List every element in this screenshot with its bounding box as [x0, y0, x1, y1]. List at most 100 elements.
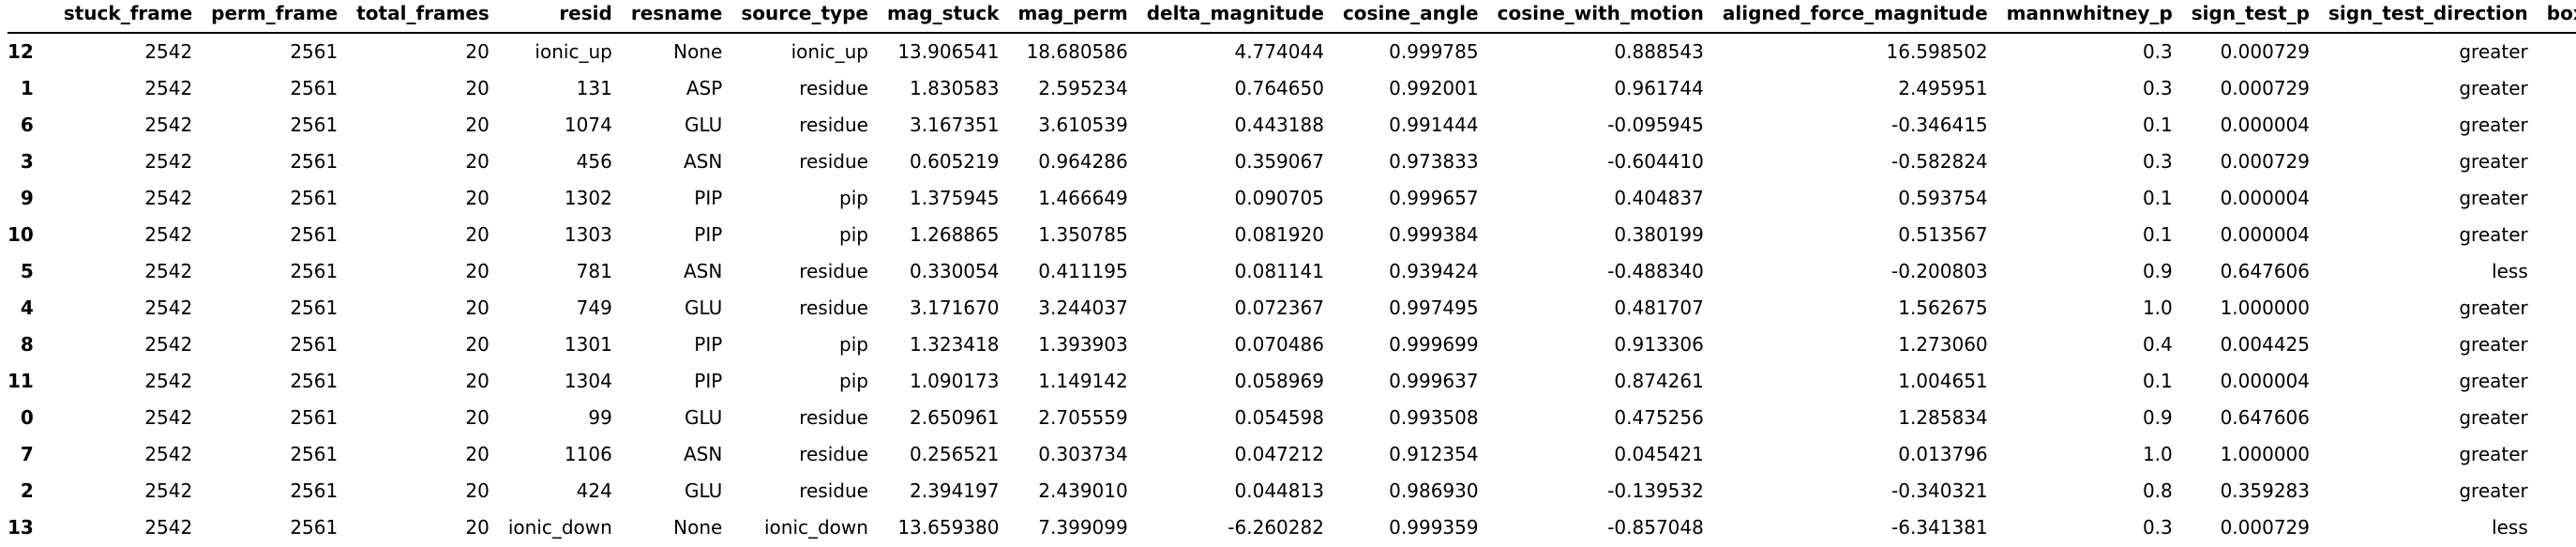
cell-mannwhitney-p: 0.4: [2142, 333, 2173, 356]
cell-perm-frame: 2561: [290, 114, 339, 136]
cell-aligned-force-magnitude: 0.593754: [1898, 187, 1988, 209]
cell-aligned-force-magnitude: 2.495951: [1898, 77, 1988, 99]
cell-total-frames: 20: [465, 479, 490, 502]
cell-stuck-frame: 2542: [144, 114, 193, 136]
column-header-perm-frame: perm_frame: [202, 0, 348, 34]
row-index: 0: [20, 406, 34, 429]
cell-aligned-force-magnitude: 1.004651: [1898, 370, 1988, 392]
table-row: 0 2542 2561 20 99 GLU residue 2.650961 2.705559 0…: [8, 400, 2576, 436]
cell-source-type: residue: [799, 260, 868, 282]
cell-aligned-force-magnitude: -6.341381: [1891, 516, 1988, 539]
cell-mag-stuck: 0.256521: [910, 443, 1000, 465]
cell-mag-stuck: 3.167351: [910, 114, 1000, 136]
cell-cosine-angle: 0.999384: [1389, 223, 1479, 246]
cell-stuck-frame: 2542: [144, 406, 193, 429]
cell-total-frames: 20: [465, 296, 490, 319]
cell-total-frames: 20: [465, 150, 490, 173]
table-row: 10 2542 2561 20 1303 PIP pip 1.268865 1.350785 0.…: [8, 217, 2576, 253]
cell-boxplot-outlier: within range: [2538, 327, 2576, 363]
cell-sign-test-direction: greater: [2459, 114, 2528, 136]
cell-cosine-with-motion: -0.604410: [1607, 150, 1704, 173]
cell-resid: ionic_down: [507, 516, 612, 539]
column-header-resid: resid: [498, 0, 622, 34]
cell-resid: 749: [576, 296, 612, 319]
cell-cosine-with-motion: 0.961744: [1614, 77, 1704, 99]
cell-delta-magnitude: 0.054598: [1234, 406, 1324, 429]
cell-sign-test-direction: greater: [2459, 370, 2528, 392]
table-row: 7 2542 2561 20 1106 ASN residue 0.256521 0.30373…: [8, 436, 2576, 473]
cell-sign-test-direction: greater: [2459, 77, 2528, 99]
cell-boxplot-outlier: within range: [2538, 33, 2576, 70]
cell-stuck-frame: 2542: [144, 77, 193, 99]
cell-boxplot-outlier: within range: [2538, 107, 2576, 144]
cell-total-frames: 20: [465, 114, 490, 136]
row-index: 8: [20, 333, 34, 356]
cell-source-type: ionic_down: [763, 516, 868, 539]
cell-cosine-angle: 0.991444: [1389, 114, 1479, 136]
table-row: 1 2542 2561 20 131 ASP residue 1.830583 2.595234…: [8, 70, 2576, 107]
table-row: 8 2542 2561 20 1301 PIP pip 1.323418 1.393903 0.0…: [8, 327, 2576, 363]
cell-boxplot-outlier: within range: [2538, 180, 2576, 217]
cell-delta-magnitude: 0.081141: [1234, 260, 1324, 282]
cell-cosine-angle: 0.999657: [1389, 187, 1479, 209]
cell-source-type: residue: [799, 406, 868, 429]
cell-mag-perm: 3.610539: [1038, 114, 1128, 136]
cell-boxplot-outlier: within range: [2538, 290, 2576, 327]
cell-resid: 131: [576, 77, 612, 99]
cell-resname: PIP: [694, 223, 723, 246]
cell-mag-perm: 0.411195: [1038, 260, 1128, 282]
cell-boxplot-outlier: mild outlier: [2538, 70, 2576, 107]
cell-delta-magnitude: 0.070486: [1234, 333, 1324, 356]
table-row: 9 2542 2561 20 1302 PIP pip 1.375945 1.466649 0.0…: [8, 180, 2576, 217]
table-row: 6 2542 2561 20 1074 GLU residue 3.167351 3.61053…: [8, 107, 2576, 144]
column-header-cosine-angle: cosine_angle: [1333, 0, 1488, 34]
table-row: 13 2542 2561 20 ionic_down None ionic_down 13.6…: [8, 509, 2576, 546]
index-header: [8, 0, 54, 34]
row-index: 3: [20, 150, 34, 173]
cell-resname: PIP: [694, 187, 723, 209]
cell-delta-magnitude: 0.072367: [1234, 296, 1324, 319]
cell-resname: GLU: [685, 479, 723, 502]
cell-cosine-angle: 0.999785: [1389, 40, 1479, 63]
cell-mag-perm: 2.705559: [1038, 406, 1128, 429]
cell-sign-test-direction: less: [2492, 260, 2528, 282]
cell-mag-perm: 1.350785: [1038, 223, 1128, 246]
cell-sign-test-direction: greater: [2459, 150, 2528, 173]
column-header-aligned-force-magnitude: aligned_force_magnitude: [1712, 0, 1997, 34]
cell-mannwhitney-p: 0.9: [2142, 260, 2173, 282]
cell-cosine-with-motion: 0.475256: [1614, 406, 1704, 429]
cell-aligned-force-magnitude: 0.513567: [1898, 223, 1988, 246]
table-body: 12 2542 2561 20 ionic_up None ionic_up 13.90654…: [8, 33, 2576, 546]
cell-mag-stuck: 2.394197: [910, 479, 1000, 502]
cell-stuck-frame: 2542: [144, 370, 193, 392]
cell-cosine-with-motion: -0.139532: [1607, 479, 1704, 502]
cell-sign-test-p: 0.000729: [2220, 40, 2310, 63]
cell-mag-perm: 0.964286: [1038, 150, 1128, 173]
cell-stuck-frame: 2542: [144, 443, 193, 465]
cell-cosine-angle: 0.999699: [1389, 333, 1479, 356]
cell-source-type: pip: [839, 370, 868, 392]
cell-stuck-frame: 2542: [144, 260, 193, 282]
cell-sign-test-p: 0.000729: [2220, 516, 2310, 539]
cell-sign-test-p: 1.000000: [2220, 296, 2310, 319]
cell-sign-test-direction: greater: [2459, 443, 2528, 465]
cell-delta-magnitude: 0.047212: [1234, 443, 1324, 465]
cell-source-type: pip: [839, 333, 868, 356]
cell-sign-test-direction: greater: [2459, 40, 2528, 63]
cell-resname: None: [673, 40, 723, 63]
cell-boxplot-outlier: within range: [2538, 253, 2576, 290]
table-row: 4 2542 2561 20 749 GLU residue 3.171670 3.244037…: [8, 290, 2576, 327]
cell-mag-perm: 1.149142: [1038, 370, 1128, 392]
cell-sign-test-direction: greater: [2459, 406, 2528, 429]
cell-cosine-angle: 0.912354: [1389, 443, 1479, 465]
cell-cosine-with-motion: 0.481707: [1614, 296, 1704, 319]
cell-stuck-frame: 2542: [144, 187, 193, 209]
cell-aligned-force-magnitude: 1.285834: [1898, 406, 1988, 429]
cell-perm-frame: 2561: [290, 150, 339, 173]
column-header-boxplot-outlier: boxplot_outlier: [2537, 0, 2576, 34]
cell-cosine-angle: 0.986930: [1389, 479, 1479, 502]
cell-boxplot-outlier: within range: [2538, 509, 2576, 546]
cell-delta-magnitude: 0.090705: [1234, 187, 1324, 209]
cell-sign-test-p: 0.000004: [2220, 187, 2310, 209]
